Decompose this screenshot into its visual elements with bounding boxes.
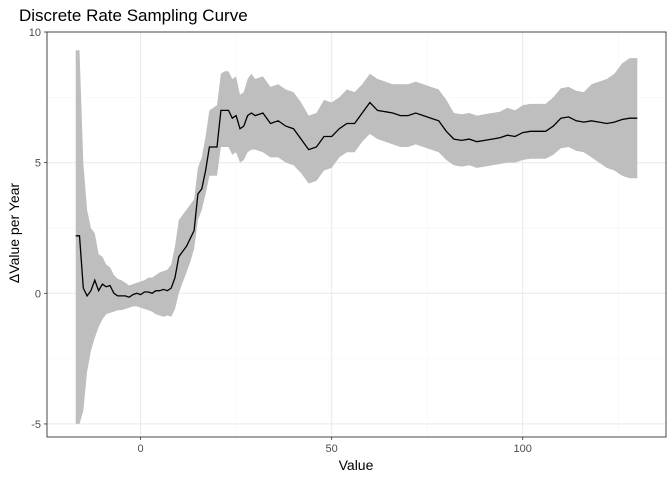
y-tick-label: 5: [35, 158, 41, 170]
y-tick-label: -5: [31, 419, 41, 431]
x-tick-label: 0: [138, 443, 144, 455]
series-line: [75, 101, 638, 298]
x-tick-label: 50: [326, 443, 338, 455]
x-axis-title: Value: [339, 457, 374, 473]
y-tick-label: 10: [29, 27, 41, 39]
y-axis-title: ΔValue per Year: [6, 183, 22, 284]
x-axis: 0 50 100: [138, 437, 532, 455]
panel-border: [46, 31, 667, 438]
x-tick-label: 100: [514, 443, 532, 455]
y-axis: -5 0 5 10: [29, 27, 47, 431]
chart-title: Discrete Rate Sampling Curve: [19, 6, 248, 25]
confidence-ribbon: [75, 50, 638, 424]
y-tick-label: 0: [35, 288, 41, 300]
